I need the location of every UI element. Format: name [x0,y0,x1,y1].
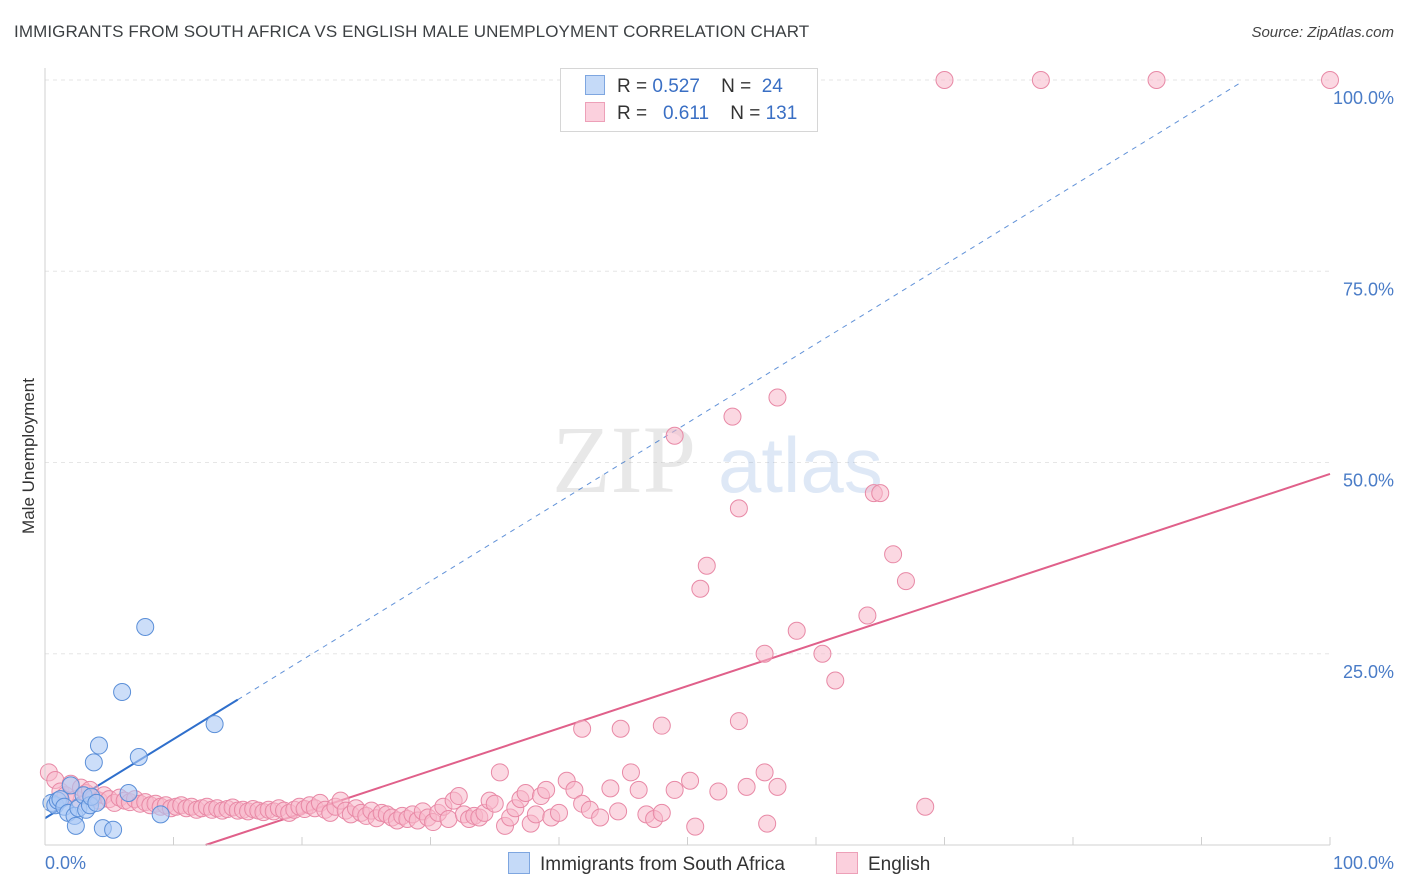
data-point-english [537,780,556,799]
data-point-english [826,671,845,690]
x-tick-label: 100.0% [1333,853,1394,873]
data-point-english [787,621,806,640]
data-point-english [565,780,584,799]
data-point-south-africa [87,793,106,812]
data-point-english [681,771,700,790]
data-point-english [709,782,728,801]
legend-r-value: 0.527 [652,76,700,97]
legend-n-label: N = [721,76,752,97]
watermark: ZIP atlas [552,406,883,513]
x-tick-label: 0.0% [45,853,86,873]
legend-swatch-blue [585,75,605,95]
data-point-english [490,763,509,782]
watermark-zip: ZIP [552,406,696,513]
y-axis-label: Male Unemployment [19,378,38,534]
data-point-english [526,805,545,824]
data-point-south-africa [151,805,170,824]
data-point-english [485,794,504,813]
data-point-english [591,808,610,827]
data-point-english [723,407,742,426]
data-point-english [609,802,628,821]
data-point-south-africa [104,820,123,839]
legend-row-english: R = 0.611 N = 131 [585,102,797,128]
legend-n-label: N = [730,103,761,124]
data-point-english [1031,71,1050,89]
legend-row-south-africa: R = 0.527 N = 24 [585,75,783,101]
legend-n-value: 131 [765,103,798,124]
legend-item-south-africa[interactable]: Immigrants from South Africa [508,852,785,876]
legend-r-value: 0.611 [662,103,710,124]
data-point-english [652,716,671,735]
chart-title: IMMIGRANTS FROM SOUTH AFRICA VS ENGLISH … [14,22,810,41]
data-point-english [573,719,592,738]
data-point-south-africa [136,617,155,636]
data-point-english [697,556,716,575]
y-tick-label: 50.0% [1343,471,1394,491]
data-point-english [550,803,568,822]
data-point-english [858,606,877,625]
legend-swatch-pink [836,852,858,874]
data-point-english [1147,71,1166,89]
legend-r-label: R = [617,76,648,97]
y-tick-label: 25.0% [1343,662,1394,682]
data-point-english [665,780,684,799]
data-point-south-africa [119,783,138,802]
data-point-english [813,644,832,663]
data-point-english [449,787,468,806]
data-point-south-africa [84,753,103,772]
data-point-english [935,71,954,89]
data-point-english [896,572,915,591]
data-points [39,71,1339,839]
data-point-english [871,484,890,503]
data-point-english [768,777,787,796]
legend-series-name: Immigrants from South Africa [540,854,785,875]
watermark-atlas: atlas [718,421,883,509]
axes [44,68,1330,846]
data-point-english [884,545,903,564]
data-point-english [686,817,705,836]
tick-labels: 25.0% 50.0% 75.0% 100.0% 0.0% 100.0% [45,88,1394,873]
legend-swatch-pink [585,102,605,122]
series-legend: Immigrants from South Africa English [0,852,1406,878]
source-credit: Source: ZipAtlas.com [1251,24,1394,41]
data-point-english [611,719,630,738]
data-point-english [755,763,774,782]
legend-series-name: English [868,854,931,875]
data-point-english [768,388,787,407]
data-point-english [629,780,648,799]
data-point-english [652,803,671,822]
data-point-english [729,499,748,518]
legend-swatch-blue [508,852,530,874]
trend-extension-south-africa [237,82,1241,701]
data-point-south-africa [113,683,132,701]
data-point-english [516,783,535,802]
data-point-south-africa [61,776,80,795]
correlation-legend: R = 0.527 N = 24 R = 0.611 N = 131 [560,68,818,132]
data-point-south-africa [205,715,224,734]
data-point-english [1321,71,1339,89]
data-point-english [621,763,640,782]
data-point-south-africa [89,736,108,755]
data-point-english [601,779,620,798]
data-point-english [665,426,684,445]
data-point-english [439,809,458,828]
data-point-english [755,644,774,663]
data-point-english [916,797,935,816]
data-point-english [729,712,748,731]
data-point-south-africa [129,748,148,767]
data-point-english [737,777,756,796]
y-tick-label: 75.0% [1343,279,1394,299]
y-tick-label: 100.0% [1333,88,1394,108]
data-point-south-africa [66,816,85,835]
data-point-english [758,814,777,833]
data-point-english [691,579,710,598]
legend-r-label: R = [617,103,648,124]
legend-n-value: 24 [761,76,783,97]
legend-item-english[interactable]: English [836,852,930,876]
